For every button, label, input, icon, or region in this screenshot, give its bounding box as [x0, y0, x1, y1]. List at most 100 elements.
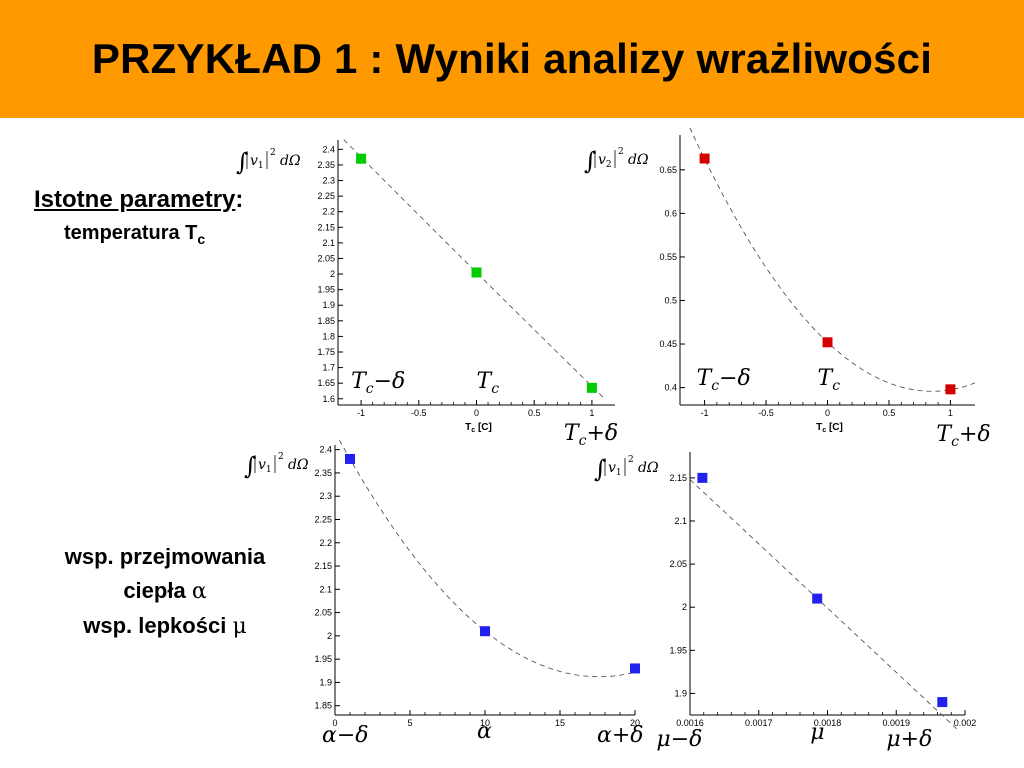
y-tick-label: 2.1 [674, 516, 687, 526]
param-base: T [564, 421, 581, 446]
y-tick-label: 2.15 [317, 222, 335, 232]
param-label-1: α−δ [322, 723, 369, 748]
formula-var: v [598, 152, 606, 168]
y-tick-label: 2.3 [322, 176, 335, 186]
coef-line-3-text: wsp. lepkości [83, 613, 227, 638]
chart-p1: 1.6 1.65 1.7 1.75 1.8 1.85 1.9 1.95 2 2.05 2.1 2.15… [236, 139, 618, 449]
param-delta: δ [738, 366, 751, 391]
y-tick-label: 2.2 [322, 207, 335, 217]
params-heading-colon: : [235, 186, 244, 213]
param-op: + [586, 421, 604, 446]
y-tick-label: 2.25 [317, 191, 335, 201]
coef-line-1: wsp. przejmowania [64, 544, 266, 569]
x-tick-label: 5 [407, 718, 412, 728]
param-op: − [671, 727, 689, 752]
y-tick-label: 2.4 [322, 144, 335, 154]
param-base: T [351, 369, 368, 394]
y-tick-label: 2.1 [319, 584, 332, 594]
x-tick-label: -1 [357, 408, 365, 418]
param-op: + [959, 422, 977, 447]
param-base: α [322, 723, 337, 748]
param-sub: c [951, 434, 959, 450]
y-tick-label: 0.6 [664, 208, 677, 218]
x-axis-label: Tc [C] [816, 422, 843, 434]
param-op: − [719, 366, 737, 391]
x-tick-label: 0.5 [883, 408, 896, 418]
x-tick-label: 0 [474, 408, 479, 418]
y-tick-label: 1.9 [319, 677, 332, 687]
param-base: T [818, 366, 835, 391]
y-tick-label: 1.95 [314, 654, 332, 664]
formula-measure: dΩ [628, 152, 649, 168]
formula-power: 2 [618, 147, 624, 157]
y-tick-label: 0.5 [664, 295, 677, 305]
param-label-2: α [477, 719, 492, 744]
y-tick-label: 0.45 [659, 339, 677, 349]
data-point-2 [471, 267, 482, 278]
formula-power: 2 [628, 455, 634, 465]
formula-index: 1 [258, 161, 264, 171]
param-label-3: Tc+δ [936, 422, 990, 450]
y-tick-label: 2 [330, 269, 335, 279]
y-tick-label: 2.35 [314, 468, 332, 478]
y-tick-label: 0.4 [664, 383, 677, 393]
formula-measure: dΩ [638, 460, 659, 476]
formula-variable: v1 [258, 457, 272, 475]
y-axis-formula: ∫ v22 dΩ [584, 147, 649, 175]
params-item-sub: c [197, 231, 206, 247]
param-label-2: Tc [477, 369, 500, 397]
page-title: PRZYKŁAD 1 : Wyniki analizy wrażliwości [91, 35, 933, 82]
formula-measure: dΩ [288, 457, 309, 473]
y-tick-label: 2.1 [322, 238, 335, 248]
param-op: − [374, 369, 392, 394]
chart-p4: 1.9 1.95 2 2.05 2.1 2.15 0.0016 0.0017 0.0018 0.0… [594, 452, 976, 752]
y-tick-label: 2.05 [669, 559, 687, 569]
mu-symbol: μ [232, 614, 247, 639]
y-tick-label: 2.3 [319, 491, 332, 501]
x-tick-label: 0.5 [528, 408, 541, 418]
coef-line-3: wsp. lepkości μ [30, 609, 300, 644]
alpha-symbol: α [191, 579, 207, 604]
x-tick-label: 20 [630, 718, 640, 728]
param-delta: δ [392, 369, 405, 394]
param-delta: δ [689, 727, 702, 752]
param-delta: δ [919, 727, 932, 752]
y-tick-label: 0.55 [659, 252, 677, 262]
param-sub: c [711, 378, 719, 394]
data-point-3 [937, 697, 948, 708]
formula-power: 2 [270, 148, 276, 158]
x-tick-label: -0.5 [411, 408, 427, 418]
param-label-2: Tc [818, 366, 841, 394]
x-tick-label: 0.002 [954, 718, 977, 728]
param-label-3: Tc+δ [564, 421, 618, 449]
data-point-3 [945, 384, 956, 395]
coefficients-block: wsp. przejmowania ciepła α wsp. lepkości… [30, 540, 300, 644]
formula-var: v [250, 153, 258, 169]
data-point-2 [812, 593, 823, 604]
params-heading-text: Istotne parametry [34, 186, 236, 213]
formula-variable: v1 [608, 460, 622, 478]
y-tick-label: 1.75 [317, 347, 335, 357]
y-tick-label: 2.4 [319, 445, 332, 455]
params-heading: Istotne parametry: [34, 186, 243, 214]
formula-variable: v1 [250, 153, 264, 171]
formula-var: v [258, 457, 266, 473]
param-base: T [477, 369, 494, 394]
data-point-3 [630, 663, 640, 674]
param-base: α [477, 719, 492, 744]
integral-sign: ∫ [244, 452, 257, 480]
y-tick-label: 1.85 [314, 701, 332, 711]
param-delta: δ [355, 723, 368, 748]
data-point-2 [480, 626, 490, 637]
data-point-1 [697, 472, 708, 483]
formula-index: 2 [606, 160, 612, 170]
y-tick-label: 1.95 [317, 285, 335, 295]
x-tick-label: 0.0019 [882, 718, 910, 728]
y-tick-label: 0.65 [659, 165, 677, 175]
x-axis-label-base: T [816, 422, 822, 433]
param-base: α [597, 723, 612, 748]
formula-var: v [608, 460, 616, 476]
formula-index: 1 [266, 465, 272, 475]
param-base: T [697, 366, 714, 391]
